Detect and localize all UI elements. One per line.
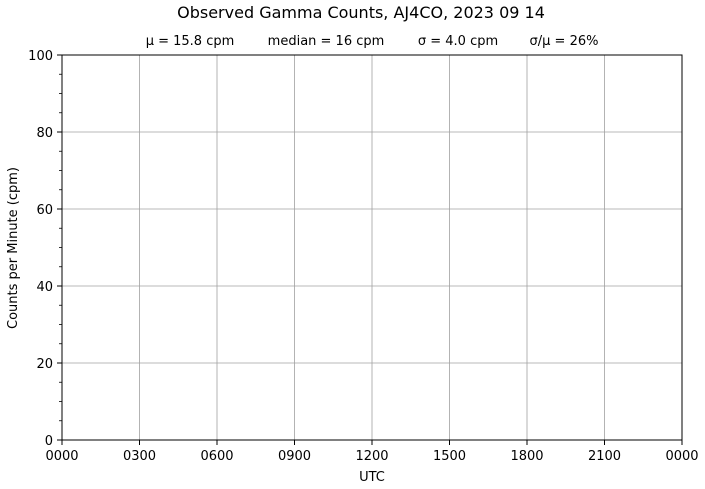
y-axis-label: Counts per Minute (cpm) — [6, 167, 21, 329]
x-axis-label: UTC — [359, 470, 385, 485]
stat-median: median = 16 cpm — [268, 34, 385, 49]
x-tick-label: 0600 — [200, 449, 233, 464]
chart-title: Observed Gamma Counts, AJ4CO, 2023 09 14 — [177, 3, 545, 22]
x-tick-label: 1500 — [433, 449, 466, 464]
x-tick-label: 2100 — [588, 449, 621, 464]
y-tick-label: 80 — [36, 126, 53, 141]
x-tick-label: 1200 — [355, 449, 388, 464]
x-tick-label: 1800 — [510, 449, 543, 464]
y-tick-label: 20 — [36, 357, 53, 372]
x-tick-label: 0000 — [665, 449, 698, 464]
stat-cv: σ/μ = 26% — [530, 34, 599, 49]
y-tick-label: 60 — [36, 203, 53, 218]
stat-sigma: σ = 4.0 cpm — [418, 34, 498, 49]
x-tick-label: 0000 — [45, 449, 78, 464]
y-tick-label: 0 — [45, 434, 53, 449]
x-tick-label: 0900 — [278, 449, 311, 464]
ticks: 0000 0300 0600 0900 1200 1500 1800 2100 00000204… — [28, 49, 698, 464]
y-tick-label: 100 — [28, 49, 53, 64]
x-tick-label: 0300 — [123, 449, 156, 464]
stat-mean: μ = 15.8 cpm — [146, 34, 235, 49]
y-tick-label: 40 — [36, 280, 53, 295]
grid — [62, 55, 682, 440]
